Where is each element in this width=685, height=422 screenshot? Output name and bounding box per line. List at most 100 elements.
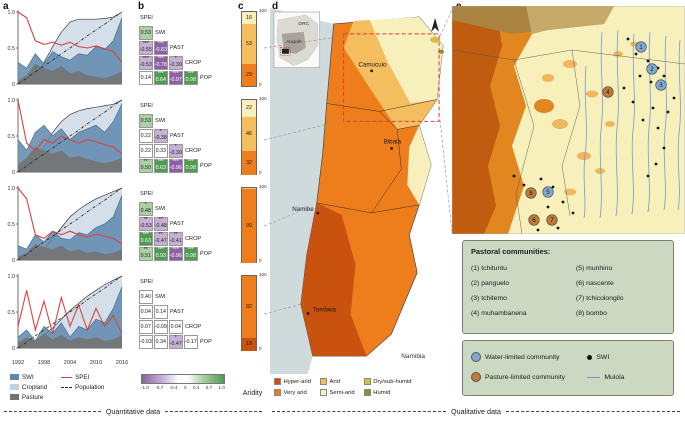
matrix-variable-label: CROP (185, 324, 202, 330)
orange-blob (534, 99, 554, 113)
symbol-label: Water-limited community (485, 353, 560, 361)
matrix-cell: *** -0.83 (154, 41, 168, 55)
pasture-symbol (471, 372, 481, 382)
ocean (270, 8, 334, 374)
colorbar-gradient (141, 374, 225, 384)
line-symbol (587, 376, 601, 378)
aridity-legend-label: Humid (373, 389, 391, 396)
matrix-variable-label: SWI (155, 30, 166, 36)
black-symbol (587, 354, 593, 360)
svg-text:8: 8 (529, 190, 533, 197)
correlation-colorbar: -1.0 -0.7 -0.4 0 0.4 0.7 1.0 (141, 374, 225, 390)
matrix-variable-label: POP (200, 163, 212, 169)
matrix-cell: 0.04 (139, 305, 153, 319)
matrix-cell: 0.53 (139, 114, 153, 128)
bar-segment-arid: 46 (242, 116, 256, 151)
town-label-tombwa: Tombwa (313, 306, 337, 313)
correlation-value: 0.98 (185, 252, 196, 259)
aridity-bar: 16 53 29 (241, 11, 257, 87)
correlation-value: -0.39 (169, 149, 182, 156)
correlation-value: 0.04 (170, 324, 181, 330)
community-list-item-nascente: (6) nascente (575, 280, 614, 287)
bar-segment-hyper-arid: 18 (242, 337, 256, 351)
svg-text:1: 1 (639, 44, 643, 51)
matrix-cell: * -0.38 (154, 129, 168, 143)
y-tick-label: 1.0 (8, 10, 16, 16)
y-tick-label: 0 (12, 258, 15, 264)
caption-line (165, 411, 262, 412)
significance-stars: *** (142, 232, 149, 239)
significance-stars: *** (172, 247, 179, 254)
significance-stars: *** (142, 41, 149, 48)
svg-text:6: 6 (532, 217, 536, 224)
caption-line (4, 411, 101, 412)
town-marker (370, 69, 373, 73)
significance-stars: ** (173, 232, 178, 239)
significance-stars: *** (172, 71, 179, 78)
matrix-variable-label: SWI (155, 206, 166, 212)
timeseries-legend: SWI Cropland Pasture SPEI Population (10, 372, 104, 402)
correlation-value: -0.53 (139, 222, 152, 229)
community-list-item-tchituntu: (1) tchituntu (471, 265, 507, 272)
matrix-cell: *** 0.64 (154, 71, 168, 85)
matrix-cell: 0.14 (154, 305, 168, 319)
matrix-cell: *** -0.96 (169, 159, 183, 173)
swi-dot (626, 37, 630, 41)
bar-segment-semi-arid: 16 (242, 12, 256, 24)
matrix-cell: -0.17 (184, 335, 198, 349)
swi-dots-layer (512, 37, 676, 232)
legend-label: Cropland (22, 383, 48, 391)
colorbar-tick: 1.0 (218, 385, 225, 390)
matrix-cell: 0.07 (139, 320, 153, 334)
significance-stars: ** (143, 159, 148, 166)
matrix-cell: *** 0.98 (184, 159, 198, 173)
aridity-map: Camucuio Bibala Namibe Tombwa Namibia DR… (270, 8, 445, 374)
matrix-cell: ** 0.50 (139, 159, 153, 173)
aridity-swatch (363, 378, 371, 385)
community-list-item-munhino: (5) munhino (575, 265, 613, 272)
svg-text:7: 7 (550, 217, 554, 224)
correlation-value: 0.63 (140, 237, 151, 244)
aridity-bar: 99 (241, 187, 257, 263)
correlation-value: -0.53 (139, 61, 152, 68)
legend-label: Pasture (22, 393, 44, 401)
aridity-swatch (274, 389, 281, 396)
bar-segment-very-arid: 29 (242, 63, 256, 86)
symbol-item-black: SWI (587, 354, 665, 361)
country-label-namibia: Namibia (401, 353, 425, 360)
significance-stars: *** (142, 56, 149, 63)
series-area-pasture (18, 244, 122, 260)
north-arrow-icon (431, 17, 440, 32)
y-tick-label: 0.5 (8, 46, 16, 52)
community-markers-layer: 1 2 3 4 5 6 7 8 (525, 41, 667, 226)
scale-0-label: 0 (259, 258, 262, 263)
correlation-value: 0.93 (155, 252, 166, 259)
panel-a: a 1.0 0.5 0 1.0 0.5 0 1.0 0.5 0 1.0 0.5 0 1992 1998 2… (0, 0, 134, 422)
swi-dot (551, 185, 555, 189)
inset-map: DRC Angola (273, 11, 321, 68)
matrix-cell: *** -0.55 (139, 41, 153, 55)
correlation-value: -0.38 (154, 134, 167, 141)
matrix-cell: *** -0.96 (169, 247, 183, 261)
series-line-population (17, 11, 123, 85)
correlation-value: 0.07 (140, 324, 151, 330)
panel-a-label: a (3, 1, 9, 12)
swi-dot (646, 59, 650, 63)
matrix-cell: *** 0.98 (184, 71, 198, 85)
correlation-value: -0.17 (184, 339, 197, 345)
correlation-value: 0.40 (140, 294, 151, 300)
colorbar-tick: -1.0 (141, 385, 149, 390)
matrix-cell: * -0.39 (169, 56, 183, 70)
timeseries-chart-2: 1.0 0.5 0 (0, 94, 130, 182)
significance-stars: *** (157, 56, 164, 63)
legend-item-population: Population (61, 384, 104, 391)
correlation-value: 0.51 (140, 252, 151, 259)
significance-stars: ** (158, 217, 163, 224)
correlation-value: -0.83 (154, 46, 167, 53)
significance-stars: *** (157, 159, 164, 166)
y-tick-label: 0.5 (8, 134, 16, 140)
colorbar-ticks: -1.0 -0.7 -0.4 0 0.4 0.7 1.0 (141, 385, 225, 390)
correlation-value: -0.47 (154, 237, 167, 244)
swi-dot (654, 162, 658, 166)
